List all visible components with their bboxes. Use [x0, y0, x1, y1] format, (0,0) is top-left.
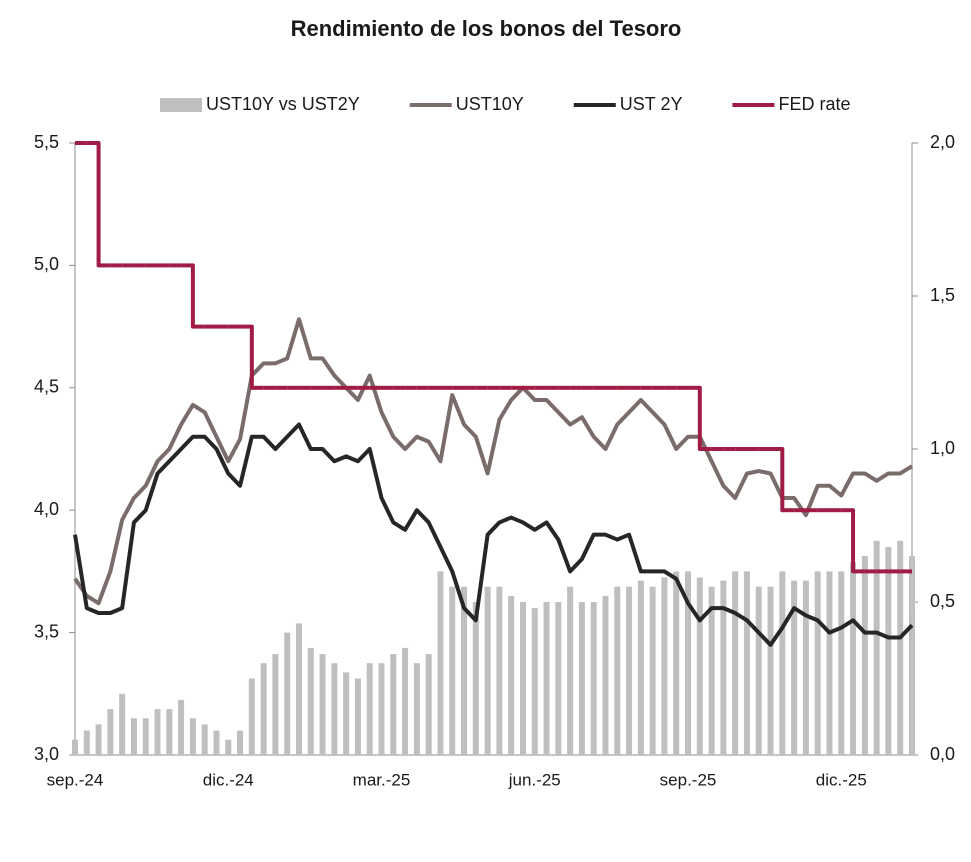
bar	[72, 739, 78, 755]
y-tick-label: 4,0	[34, 499, 59, 519]
bar	[95, 724, 102, 755]
bar	[189, 718, 196, 755]
bar	[496, 586, 503, 755]
bar	[237, 730, 244, 755]
bar	[578, 602, 585, 755]
bar	[626, 586, 633, 755]
y2-tick-label: 2,0	[930, 132, 955, 152]
bar	[873, 540, 880, 755]
bar	[366, 663, 373, 755]
bar	[767, 586, 774, 755]
bar	[649, 586, 656, 755]
bar	[213, 730, 220, 755]
bar	[437, 571, 444, 755]
bar	[142, 718, 149, 755]
bar	[838, 571, 845, 755]
bar	[708, 586, 715, 755]
bar	[461, 586, 468, 755]
bar	[897, 540, 904, 755]
bar	[83, 730, 90, 755]
x-tick-label: mar.-25	[353, 770, 411, 789]
legend-label: UST10Y vs UST2Y	[206, 94, 360, 114]
bar	[909, 556, 915, 755]
legend-label: UST 2Y	[620, 94, 683, 114]
bar	[543, 602, 550, 755]
x-tick-label: dic.-25	[816, 770, 867, 789]
bar	[413, 663, 420, 755]
bar	[850, 562, 857, 755]
x-tick-label: sep.-25	[660, 770, 717, 789]
bar	[331, 663, 338, 755]
bar	[402, 647, 409, 755]
bar	[508, 595, 515, 755]
bar	[354, 678, 361, 755]
bar	[119, 693, 126, 755]
legend-label: FED rate	[778, 94, 850, 114]
bar	[260, 663, 267, 755]
bar	[590, 602, 597, 755]
line	[73, 317, 914, 606]
bar	[755, 586, 762, 755]
y-tick-label: 3,5	[34, 621, 59, 641]
bar	[696, 577, 703, 755]
legend-label: UST10Y	[456, 94, 524, 114]
bar	[567, 586, 574, 755]
bar	[284, 632, 291, 755]
y-tick-label: 3,0	[34, 744, 59, 764]
y2-tick-label: 1,0	[930, 438, 955, 458]
bar	[732, 571, 739, 755]
bar	[449, 586, 456, 755]
bar	[555, 602, 562, 755]
bar	[637, 580, 644, 755]
bar	[661, 577, 668, 755]
bar	[166, 709, 173, 755]
bar	[225, 739, 232, 755]
bar	[802, 580, 809, 755]
bar	[720, 580, 727, 755]
bar	[154, 709, 161, 755]
bar	[343, 672, 350, 755]
x-tick-label: jun.-25	[508, 770, 561, 789]
legend-swatch	[160, 98, 202, 112]
bar	[602, 595, 609, 755]
bar	[614, 586, 621, 755]
bar	[378, 663, 385, 755]
y-tick-label: 5,5	[34, 132, 59, 152]
y-tick-label: 4,5	[34, 377, 59, 397]
bar	[472, 602, 479, 755]
bar	[484, 586, 491, 755]
bar	[107, 709, 114, 755]
bar	[272, 654, 279, 755]
bar	[861, 556, 868, 755]
bar	[248, 678, 255, 755]
x-tick-label: sep.-24	[47, 770, 104, 789]
bar	[673, 571, 680, 755]
bar	[178, 699, 185, 755]
y2-tick-label: 0,5	[930, 591, 955, 611]
bar	[319, 654, 326, 755]
bar	[390, 654, 397, 755]
bar	[791, 580, 798, 755]
line	[73, 422, 914, 647]
bar	[531, 608, 538, 755]
bar	[779, 571, 786, 755]
y2-tick-label: 1,5	[930, 285, 955, 305]
bar	[814, 571, 821, 755]
bar	[519, 602, 526, 755]
bar	[130, 718, 137, 755]
bar	[685, 571, 692, 755]
bar	[295, 623, 302, 755]
bar	[201, 724, 208, 755]
y2-tick-label: 0,0	[930, 744, 955, 764]
bar	[743, 571, 750, 755]
x-tick-label: dic.-24	[203, 770, 254, 789]
bar	[425, 654, 432, 755]
chart-title: Rendimiento de los bonos del Tesoro	[291, 16, 682, 41]
bar	[307, 647, 314, 755]
y-tick-label: 5,0	[34, 254, 59, 274]
bar	[826, 571, 833, 755]
bar	[885, 546, 892, 755]
